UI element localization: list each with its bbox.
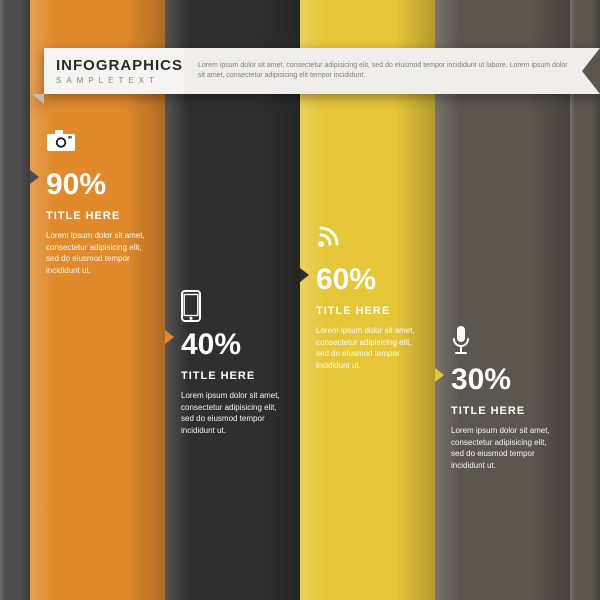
- wifi-icon: [316, 225, 344, 249]
- column-notch: [165, 330, 174, 344]
- column-body: Lorem ipsum dolor sit amet, consectetur …: [451, 425, 554, 471]
- camera-icon: [46, 130, 149, 162]
- column-title: TITLE HERE: [451, 405, 554, 417]
- column-notch: [435, 368, 444, 382]
- column-content: 60% TITLE HERE Lorem ipsum dolor sit amet,…: [316, 225, 419, 371]
- percent-value: 60%: [316, 265, 419, 295]
- column-notch: [300, 268, 309, 282]
- percent-value: 30%: [451, 365, 554, 395]
- phone-icon: [181, 290, 201, 322]
- column-title: TITLE HERE: [181, 370, 284, 382]
- ribbon-main: INFOGRAPHICS SAMPLETEXT: [44, 48, 184, 94]
- phone-icon: [181, 290, 284, 322]
- percent-value: 40%: [181, 330, 284, 360]
- column-body: Lorem ipsum dolor sit amet, consectetur …: [181, 390, 284, 436]
- ribbon-tail-text: Lorem ipsum dolor sit amet, consectetur …: [198, 61, 572, 82]
- column-content: 90% TITLE HERE Lorem ipsum dolor sit amet,…: [46, 130, 149, 276]
- percent-value: 90%: [46, 170, 149, 200]
- mic-icon: [451, 325, 471, 357]
- camera-icon: [46, 130, 76, 152]
- mic-icon: [451, 325, 554, 357]
- column-notch: [30, 170, 39, 184]
- ribbon-subtitle: SAMPLETEXT: [56, 76, 184, 85]
- column-content: 30% TITLE HERE Lorem ipsum dolor sit amet,…: [451, 325, 554, 471]
- column-content: 40% TITLE HERE Lorem ipsum dolor sit amet,…: [181, 290, 284, 436]
- left-gutter: [0, 0, 30, 600]
- column-body: Lorem ipsum dolor sit amet, consectetur …: [316, 325, 419, 371]
- column-title: TITLE HERE: [46, 210, 149, 222]
- ribbon-tail: Lorem ipsum dolor sit amet, consectetur …: [184, 48, 600, 94]
- infographic-stage: 90% TITLE HERE Lorem ipsum dolor sit amet,…: [0, 0, 600, 600]
- ribbon-title: INFOGRAPHICS: [56, 58, 184, 73]
- column-title: TITLE HERE: [316, 305, 419, 317]
- header-ribbon: INFOGRAPHICS SAMPLETEXT Lorem ipsum dolo…: [44, 48, 600, 94]
- column-body: Lorem ipsum dolor sit amet, consectetur …: [46, 230, 149, 276]
- wifi-icon: [316, 225, 419, 257]
